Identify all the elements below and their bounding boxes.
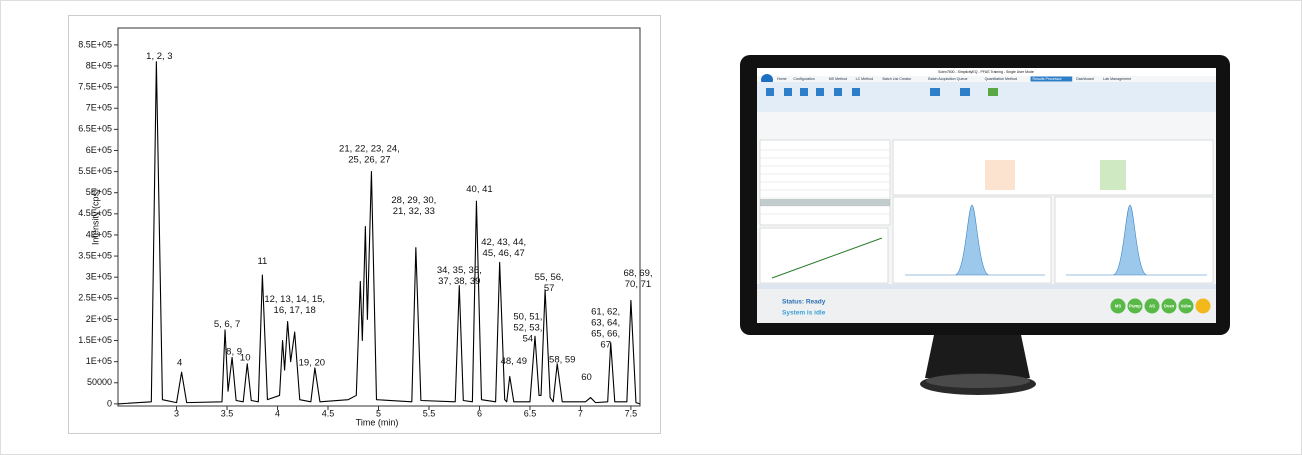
page: Time (min) Intensity (cps) 0500001E+051.… [0,0,1302,455]
status-text: Status: Ready [782,299,826,306]
figure: Time (min) Intensity (cps) 0500001E+051.… [0,0,1302,455]
peak-label: 60 [581,372,592,383]
peak-label: 52, 53, [513,322,542,333]
x-tick-label: 4.5 [322,408,335,418]
device-button-label: Valve [1181,304,1192,309]
peak-label: 55, 56, [535,272,564,283]
device-button [1196,299,1211,314]
ribbon-tab: Lab Management [1103,77,1131,81]
peak-label: 21, 32, 33 [393,206,435,217]
y-tick-label: 2E+05 [86,314,112,324]
peak-label: 54 [523,333,534,344]
peak-label: 1, 2, 3 [146,51,172,62]
device-button-label: MS [1115,304,1121,309]
chart-box [69,16,661,434]
ribbon-tab: Home [777,77,787,81]
ribbon-tab: Quantitation Method [985,77,1017,81]
y-tick-label: 7E+05 [86,103,112,113]
ribbon-tab: Batch List Creator [883,77,913,81]
peak-label: 63, 64, [591,317,620,328]
monitor-neck [925,330,1030,378]
device-button-label: Oven [1164,304,1175,309]
peak-label: 19, 20 [299,357,325,368]
tab-strip [757,284,1216,289]
y-tick-label: 3E+05 [86,272,112,282]
x-tick-label: 7 [578,408,583,418]
selected-row [760,199,890,206]
calibration-plot [760,228,888,283]
peak-label: 70, 71 [625,279,651,290]
peak-label: 42, 43, 44, [481,237,526,248]
peak-label: 28, 29, 30, [391,195,436,206]
component-table [760,140,890,225]
x-tick-label: 5.5 [423,408,436,418]
system-text: System is idle [782,310,826,317]
results-table [893,140,1213,195]
peak-label: 11 [257,256,267,267]
ribbon-tab: LC Method [856,77,874,81]
monitor-base-top [926,374,1030,388]
x-tick-label: 6.5 [524,408,537,418]
device-button-label: Pump [1129,304,1141,309]
y-tick-label: 7.5E+05 [78,82,112,92]
y-tick-label: 8E+05 [86,60,112,70]
peak-label: 25, 26, 27 [348,155,390,166]
peak-label: 68, 69, [623,268,652,279]
peak-label: 58, 59 [549,354,575,365]
table-highlight [985,160,1015,190]
peak-label: 21, 22, 23, 24, [339,144,400,155]
y-tick-label: 4.5E+05 [78,208,112,218]
peak-label: 61, 62, [591,306,620,317]
peak-label: 4 [177,357,182,368]
y-tick-label: 2.5E+05 [78,293,112,303]
table-highlight [1100,160,1126,190]
peak-label: 10 [240,352,251,363]
x-tick-label: 6 [477,408,482,418]
x-tick-label: 4 [275,408,280,418]
y-tick-label: 0 [107,398,112,408]
ribbon-tab: Batch Acquisition Queue [928,77,967,81]
ribbon-tab: MS Method [829,77,847,81]
y-tick-label: 3.5E+05 [78,250,112,260]
y-tick-label: 6E+05 [86,145,112,155]
peak-label: 12, 13, 14, 15, [264,294,325,305]
window-title: Sciex7500 - SimplicityEQ - PFAS Training… [938,70,1034,74]
x-tick-label: 3 [174,408,179,418]
peak-label: 50, 51, [513,311,542,322]
peak-label: 45, 46, 47 [483,248,525,259]
x-tick-label: 7.5 [625,408,638,418]
ribbon-tab: Configuration [793,77,814,81]
y-tick-label: 1.5E+05 [78,335,112,345]
y-tick-label: 6.5E+05 [78,124,112,134]
ribbon-tab: Dashboard [1076,77,1094,81]
y-tick-label: 5E+05 [86,187,112,197]
peak-label: 65, 66, [591,328,620,339]
y-tick-label: 4E+05 [86,229,112,239]
peak-label: 67 [600,339,611,350]
peak-label: 34, 35, 36, [437,265,482,276]
ribbon [757,82,1216,112]
x-tick-label: 3.5 [221,408,234,418]
x-tick-label: 5 [376,408,381,418]
peak-label: 48, 49 [501,356,527,367]
peak-label: 37, 38, 39 [438,276,480,287]
y-tick-label: 50000 [87,377,112,387]
peak-label: 40, 41 [466,184,492,195]
peak-label: 16, 17, 18 [274,305,316,316]
peak-label: 57 [544,283,555,294]
y-tick-label: 1E+05 [86,356,112,366]
peak-label: 5, 6, 7 [214,319,240,330]
y-tick-label: 5.5E+05 [78,166,112,176]
y-tick-label: 8.5E+05 [78,39,112,49]
device-button-label: AS [1149,304,1155,309]
ribbon-tab: Results Processor [1033,77,1063,81]
x-axis-title: Time (min) [356,417,399,427]
